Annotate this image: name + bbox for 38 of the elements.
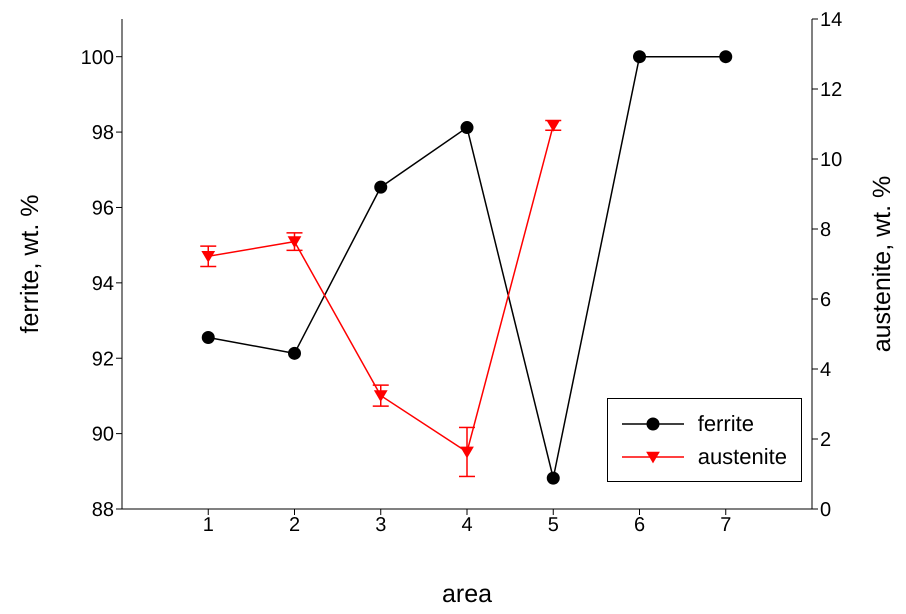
point: [288, 236, 301, 248]
point: [202, 331, 215, 344]
y2-tick-label: 6: [820, 289, 832, 312]
legend-label: ferrite: [698, 410, 754, 436]
y2-axis-title: austenite, wt. %: [868, 176, 896, 352]
point: [374, 390, 388, 402]
x-tick-label: 2: [288, 514, 300, 536]
point: [546, 472, 560, 485]
y2-tick-label: 0: [820, 499, 832, 522]
y2-tick-label: 4: [820, 359, 832, 382]
x-tick-label: 4: [461, 514, 473, 536]
x-axis-title: area: [442, 580, 492, 608]
y-tick-label: 90: [92, 424, 114, 446]
y2-tick-label: 14: [820, 9, 842, 32]
point: [460, 446, 474, 458]
x-tick-label: 6: [634, 514, 646, 536]
y2-tick-label: 8: [820, 219, 832, 242]
y-tick-label: 92: [92, 348, 114, 370]
point: [202, 251, 215, 262]
point: [633, 50, 646, 64]
y-tick-label: 100: [80, 46, 114, 69]
y2-tick-label: 10: [820, 149, 842, 172]
x-tick-label: 1: [202, 514, 214, 536]
y-tick-label: 94: [92, 272, 114, 295]
y-tick-label: 96: [92, 198, 114, 220]
y2-tick-label: 2: [820, 429, 832, 452]
legend-label: austenite: [698, 444, 787, 470]
point: [288, 346, 301, 360]
point: [374, 180, 388, 194]
x-tick-label: 3: [375, 514, 386, 536]
point: [719, 50, 732, 64]
x-tick-label: 5: [548, 514, 559, 536]
y-tick-label: 88: [92, 499, 114, 522]
point: [460, 121, 474, 134]
x-tick-label: 7: [720, 514, 732, 536]
y-axis-title: ferrite, wt. %: [16, 194, 44, 334]
y-tick-label: 98: [92, 122, 114, 144]
y2-tick-label: 12: [820, 79, 842, 102]
